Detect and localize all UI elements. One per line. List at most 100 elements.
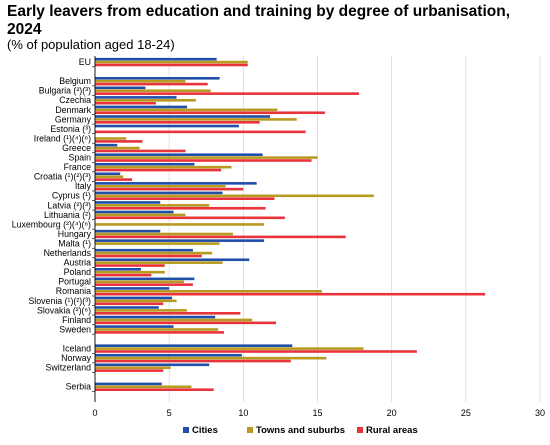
bar-towns-and-suburbs: [95, 99, 196, 102]
bar-rural-areas: [95, 121, 260, 124]
bar-cities: [95, 363, 210, 367]
bar-towns-and-suburbs: [95, 366, 171, 369]
bar-towns-and-suburbs: [95, 328, 219, 331]
bar-rural-areas: [95, 388, 214, 391]
bar-rural-areas: [95, 130, 306, 134]
bar-cities: [95, 191, 223, 195]
category-label: Slovenia (¹)(²)(³): [28, 296, 91, 306]
bar-towns-and-suburbs: [95, 165, 232, 169]
bar-towns-and-suburbs: [95, 194, 374, 198]
bar-cities: [95, 201, 161, 204]
bar-towns-and-suburbs: [95, 261, 223, 264]
bar-rural-areas: [95, 359, 291, 363]
bar-rural-areas: [95, 187, 244, 191]
bar-towns-and-suburbs: [95, 118, 297, 121]
bar-rural-areas: [95, 206, 266, 210]
bar-towns-and-suburbs: [95, 232, 233, 236]
bar-cities: [95, 315, 216, 319]
bar-towns-and-suburbs: [95, 309, 187, 312]
bar-towns-and-suburbs: [95, 318, 253, 322]
x-tick-label: 25: [461, 408, 471, 418]
bar-towns-and-suburbs: [95, 60, 248, 64]
bar-towns-and-suburbs: [95, 213, 186, 217]
bar-towns-and-suburbs: [95, 270, 165, 274]
bar-towns-and-suburbs: [95, 175, 124, 178]
category-label: Estonia (³): [50, 124, 91, 134]
bar-cities: [95, 344, 293, 347]
category-label: France: [64, 162, 91, 172]
bar-rural-areas: [95, 149, 186, 153]
bar-cities: [95, 353, 242, 357]
category-label: Croatia (¹)(²)(³): [34, 172, 91, 182]
bar-cities: [95, 277, 195, 281]
bar-towns-and-suburbs: [95, 385, 192, 389]
chart-title: Early leavers from education and trainin…: [7, 3, 511, 38]
category-label: Poland: [64, 267, 91, 277]
bar-cities: [95, 325, 174, 328]
category-label: Malta (¹): [58, 238, 91, 248]
bar-cities: [95, 268, 141, 271]
bar-rural-areas: [95, 312, 241, 315]
category-label: Ireland (¹)(⁴)(⁶): [34, 133, 91, 143]
bar-cities: [95, 124, 239, 128]
bar-cities: [95, 115, 271, 118]
bar-cities: [95, 296, 173, 300]
bar-cities: [95, 239, 265, 242]
bar-rural-areas: [95, 369, 164, 372]
category-label: Netherlands: [44, 248, 92, 258]
bar-rural-areas: [95, 111, 325, 115]
category-label: Cyprus (¹): [52, 191, 91, 201]
legend-swatch: [183, 427, 189, 433]
legend-label: Towns and suburbs: [256, 425, 345, 436]
bar-rural-areas: [95, 168, 222, 172]
x-tick-label: 10: [238, 408, 248, 418]
bar-rural-areas: [95, 92, 360, 95]
category-label: Czechia: [59, 95, 91, 105]
bar-rural-areas: [95, 82, 208, 86]
bar-cities: [95, 77, 220, 80]
bar-towns-and-suburbs: [95, 204, 210, 207]
bar-cities: [95, 162, 195, 166]
category-label: Bulgaria (²)(³): [39, 86, 91, 96]
bar-cities: [95, 143, 118, 147]
bar-rural-areas: [95, 178, 133, 181]
bar-cities: [95, 210, 174, 214]
bar-towns-and-suburbs: [95, 184, 226, 188]
category-label: Austria: [64, 258, 91, 268]
bar-towns-and-suburbs: [95, 356, 327, 360]
bar-rural-areas: [95, 140, 143, 143]
bar-rural-areas: [95, 331, 225, 334]
x-tick-label: 5: [167, 408, 172, 418]
bar-cities: [95, 306, 159, 309]
bar-towns-and-suburbs: [95, 280, 184, 284]
bar-cities: [95, 153, 263, 156]
category-label: Latvia (²)(³): [48, 200, 92, 210]
bar-cities: [95, 287, 170, 290]
legend-swatch: [247, 427, 253, 433]
chart-subtitle: (% of population aged 18-24): [7, 37, 175, 52]
category-label: Germany: [55, 114, 92, 124]
bar-towns-and-suburbs: [95, 223, 265, 226]
category-label: Sweden: [59, 324, 91, 334]
bar-towns-and-suburbs: [95, 242, 220, 245]
bar-towns-and-suburbs: [95, 251, 213, 255]
category-label: Serbia: [66, 382, 92, 392]
bar-towns-and-suburbs: [95, 89, 211, 93]
bar-towns-and-suburbs: [95, 137, 127, 140]
legend-swatch: [357, 427, 363, 433]
bar-cities: [95, 258, 250, 262]
bar-cities: [95, 229, 161, 233]
category-label: Finland: [62, 315, 91, 325]
legend-label: Cities: [192, 425, 218, 436]
legend-label: Rural areas: [366, 425, 418, 436]
category-label: Slovakia (²)(⁶): [37, 305, 91, 315]
x-tick-label: 15: [312, 408, 322, 418]
bar-rural-areas: [95, 283, 193, 286]
bar-cities: [95, 248, 193, 252]
x-tick-label: 0: [92, 408, 97, 418]
category-label: Romania: [56, 286, 91, 296]
category-label: Luxembourg (²)(⁴)(⁶): [12, 219, 91, 229]
category-label: Hungary: [58, 229, 92, 239]
category-label: Spain: [69, 153, 92, 163]
